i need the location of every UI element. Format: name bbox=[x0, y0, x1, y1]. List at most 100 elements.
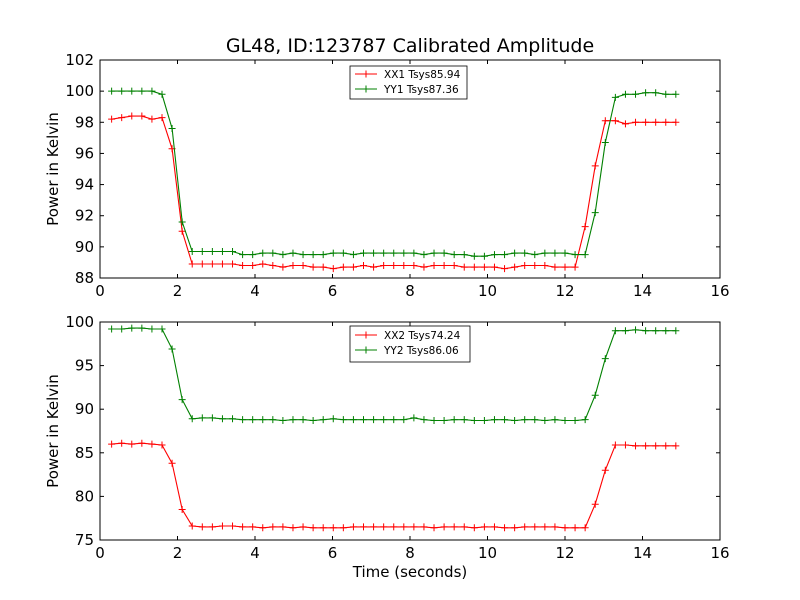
chart-0-series-1-point-19 bbox=[299, 251, 307, 259]
chart-1-series-1-point-43 bbox=[541, 417, 549, 425]
chart-0-ytick-label-5: 98 bbox=[75, 113, 94, 131]
chart-1-series-1-point-5 bbox=[158, 325, 166, 333]
chart-0-series-1-point-15 bbox=[259, 249, 267, 257]
chart-1-series-1-point-52 bbox=[632, 326, 640, 334]
chart-1-series-0-point-42 bbox=[531, 523, 539, 531]
chart-0-series-1-point-41 bbox=[521, 249, 529, 257]
chart-1-series-1-point-27 bbox=[380, 416, 388, 424]
chart-0-series-1-point-13 bbox=[239, 251, 247, 259]
chart-1-series-1-point-39 bbox=[501, 416, 509, 424]
chart-0-series-0-point-54 bbox=[652, 118, 660, 126]
chart-1-series-0-point-8 bbox=[188, 522, 196, 530]
chart-1-series-0-point-48 bbox=[591, 500, 599, 508]
chart-1-series-0-point-55 bbox=[662, 442, 670, 450]
chart-0-ytick-label-1: 90 bbox=[75, 238, 94, 256]
chart-1-series-0-point-6 bbox=[168, 459, 176, 467]
chart-0-series-0-point-5 bbox=[158, 114, 166, 122]
chart-1-series-0-point-35 bbox=[460, 523, 468, 531]
chart-1-series-1-point-31 bbox=[420, 416, 428, 424]
chart-0-xtick-label-5: 10 bbox=[478, 282, 497, 300]
chart-1-series-1-point-8 bbox=[188, 415, 196, 423]
chart-0-series-1-point-53 bbox=[642, 89, 650, 97]
chart-0-series-0-point-40 bbox=[511, 263, 519, 271]
chart-0-ytick-label-6: 100 bbox=[65, 82, 94, 100]
chart-0-series-1-point-51 bbox=[621, 90, 629, 98]
chart-0-series-1-point-16 bbox=[269, 249, 277, 257]
chart-1-series-0-point-0 bbox=[108, 440, 116, 448]
chart-0-series-0-point-56 bbox=[672, 118, 680, 126]
chart-0-series-0-point-41 bbox=[521, 262, 529, 270]
chart-0-series-0-point-16 bbox=[269, 262, 277, 270]
chart-1-series-0-point-47 bbox=[581, 524, 589, 532]
chart-1-series-0-point-44 bbox=[551, 523, 559, 531]
chart-1-ytick-label-1: 80 bbox=[75, 487, 94, 505]
chart-0-series-1-point-40 bbox=[511, 249, 519, 257]
chart-1-series-0-point-20 bbox=[309, 524, 317, 532]
chart-0-series-1-point-8 bbox=[188, 248, 196, 256]
chart-1-series-1-point-25 bbox=[360, 416, 367, 424]
chart-1-series-0-point-10 bbox=[208, 523, 216, 531]
chart-1-series-0-point-21 bbox=[319, 524, 327, 532]
chart-0-series-0-point-38 bbox=[490, 263, 498, 271]
chart-0-series-1-point-47 bbox=[581, 251, 589, 259]
chart-1-series-0-point-38 bbox=[490, 523, 498, 531]
chart-1-series-0-point-15 bbox=[259, 524, 267, 532]
chart-1-series-0-point-43 bbox=[541, 523, 549, 531]
chart-1-series-0-point-37 bbox=[480, 523, 488, 531]
chart-1-series-0-point-12 bbox=[229, 522, 237, 530]
chart-0-series-1-point-50 bbox=[611, 93, 619, 101]
chart-1-xtick-label-0: 0 bbox=[95, 544, 105, 562]
chart-0-series-1-point-0 bbox=[108, 87, 116, 95]
chart-1-series-1-point-3 bbox=[138, 324, 146, 332]
chart-1-series-1-point-19 bbox=[299, 416, 307, 424]
chart-0-series-0-point-11 bbox=[218, 260, 226, 268]
chart-0-series-1-point-38 bbox=[490, 251, 498, 259]
chart-1-series-0-point-23 bbox=[339, 524, 347, 532]
chart-0-series-0-point-28 bbox=[390, 262, 398, 270]
chart-0-series-0-point-43 bbox=[541, 262, 549, 270]
chart-0-legend-marker-0 bbox=[362, 70, 370, 78]
chart-1-ytick-label-3: 90 bbox=[75, 400, 94, 418]
chart-1-series-0-point-18 bbox=[289, 524, 297, 532]
chart-1-series-0-point-46 bbox=[571, 524, 579, 532]
chart-0-xtick-label-2: 4 bbox=[250, 282, 260, 300]
chart-0-legend-label-0: XX1 Tsys85.94 bbox=[384, 69, 461, 81]
chart-0-series-0-point-9 bbox=[198, 260, 206, 268]
chart-1-series-1-point-49 bbox=[601, 355, 609, 363]
chart-1-series-1-point-9 bbox=[198, 414, 206, 422]
chart-0-series-1-point-17 bbox=[279, 251, 287, 259]
chart-1-series-1-point-23 bbox=[339, 416, 347, 424]
chart-1-series-0-point-52 bbox=[632, 442, 640, 450]
chart-1-series-0-point-31 bbox=[420, 523, 428, 531]
chart-0-series-1-point-48 bbox=[591, 209, 599, 217]
chart-1-series-0-point-40 bbox=[511, 524, 519, 532]
chart-1-series-0-point-11 bbox=[218, 522, 226, 530]
chart-0-legend-marker-1 bbox=[362, 85, 370, 93]
chart-1-series-1-point-11 bbox=[218, 415, 226, 423]
chart-0-xtick-label-7: 14 bbox=[633, 282, 652, 300]
chart-0-series-1-point-39 bbox=[501, 251, 509, 259]
chart-0-series-0-point-24 bbox=[349, 263, 357, 271]
chart-0-series-0-point-19 bbox=[299, 262, 307, 270]
chart-1-series-1-point-13 bbox=[239, 416, 247, 424]
chart-0-series-1-point-49 bbox=[601, 139, 609, 147]
chart-0-series-0-point-3 bbox=[138, 112, 146, 120]
chart-1-series-1-point-7 bbox=[178, 396, 186, 404]
chart-0-series-1-point-29 bbox=[400, 249, 408, 257]
bottom-subplot: 0 2 4 6 8 10 12 14 16 75 80 85 90 95 100 Power in Kelvi… bbox=[44, 313, 730, 581]
chart-1-xtick-label-6: 12 bbox=[555, 544, 574, 562]
chart-1-ytick-label-5: 100 bbox=[65, 313, 94, 331]
chart-0-xtick-label-1: 2 bbox=[173, 282, 183, 300]
chart-1-series-1-point-41 bbox=[521, 416, 529, 424]
chart-0-series-0-point-14 bbox=[249, 262, 257, 270]
chart-1-series-1-point-20 bbox=[309, 417, 317, 425]
chart-1-legend-box bbox=[349, 325, 471, 363]
chart-0-series-0-point-12 bbox=[229, 260, 237, 268]
chart-1-series-0-point-50 bbox=[611, 441, 619, 449]
chart-title: GL48, ID:123787 Calibrated Amplitude bbox=[226, 35, 594, 57]
chart-1-series-0-point-1 bbox=[118, 439, 126, 447]
chart-1-series-1-point-42 bbox=[531, 416, 539, 424]
chart-1-series-1-point-18 bbox=[289, 416, 297, 424]
chart-1-series-1-point-54 bbox=[652, 327, 660, 335]
chart-1-series-1-point-6 bbox=[168, 345, 176, 353]
